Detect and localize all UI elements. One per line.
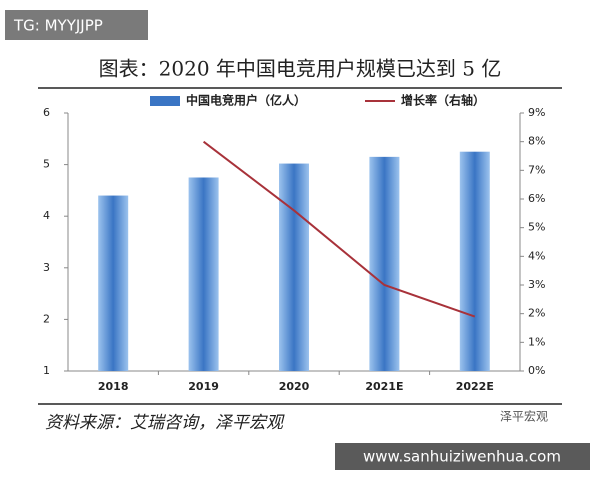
x-tick-label: 2020 (279, 380, 310, 393)
x-tick-label: 2019 (188, 380, 219, 393)
tag: TG: MYYJJPP (13, 17, 103, 35)
x-tick-label: 2018 (98, 380, 129, 393)
tag-box (5, 10, 148, 40)
source: 资料来源：艾瑞咨询，泽平宏观 (45, 413, 285, 433)
y-tick-label: 6 (43, 106, 50, 119)
legend-swatch (150, 96, 180, 106)
legend-label: 中国电竞用户（亿人） (186, 93, 306, 108)
line (202, 140, 476, 318)
y2-tick-label: 0% (528, 364, 545, 377)
y-tick-label: 1 (43, 364, 50, 377)
y2-tick-label: 6% (528, 192, 545, 205)
y2-tick-label: 8% (528, 135, 545, 148)
bar (369, 156, 400, 371)
y2-tick-label: 7% (528, 163, 545, 176)
bar (188, 177, 219, 371)
y2-tick-label: 1% (528, 335, 545, 348)
url: www.sanhuiziwenhua.com (363, 448, 561, 466)
y2-tick-label: 9% (528, 106, 545, 119)
chart-title: 图表：2020 年中国电竞用户规模已达到 5 亿 (99, 57, 502, 81)
bar (98, 195, 129, 371)
y2-tick-label: 5% (528, 221, 545, 234)
y2-tick-label: 2% (528, 307, 545, 320)
y-tick-label: 3 (43, 261, 50, 274)
url-box (335, 443, 590, 470)
y-tick-label: 2 (43, 312, 50, 325)
y-tick-label: 4 (43, 209, 50, 222)
bar (279, 163, 309, 371)
y2-tick-label: 4% (528, 249, 545, 262)
x-tick-label: 2021E (365, 380, 403, 393)
watermark: 泽平宏观 (500, 409, 548, 424)
y-tick-label: 5 (43, 158, 50, 171)
x-tick-label: 2022E (456, 380, 494, 393)
bar (459, 151, 490, 371)
legend-label: 增长率（右轴） (401, 93, 485, 108)
y2-tick-label: 3% (528, 278, 545, 291)
